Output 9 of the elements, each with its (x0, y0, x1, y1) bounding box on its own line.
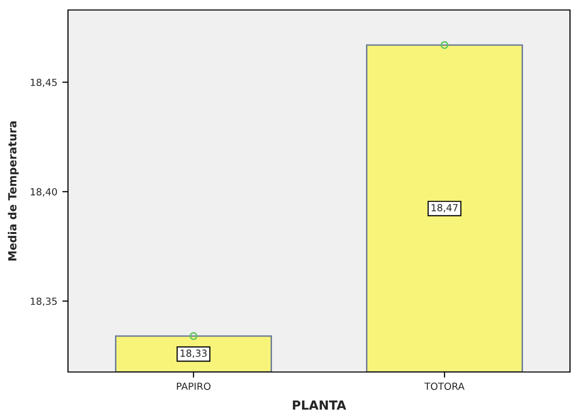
x-axis-title: PLANTA (292, 400, 346, 410)
y-axis-title: Media de Temperatura (8, 121, 19, 260)
y-tick-label: 18,40 (30, 188, 57, 196)
data-label: 18,47 (432, 204, 458, 212)
y-tick-label: 18,45 (30, 78, 57, 88)
x-tick-label: TOTORA (424, 382, 465, 390)
y-tick-label: 18,35 (30, 298, 57, 306)
data-label: 18,33 (180, 350, 207, 358)
x-tick-label: PAPIRO (176, 382, 210, 390)
